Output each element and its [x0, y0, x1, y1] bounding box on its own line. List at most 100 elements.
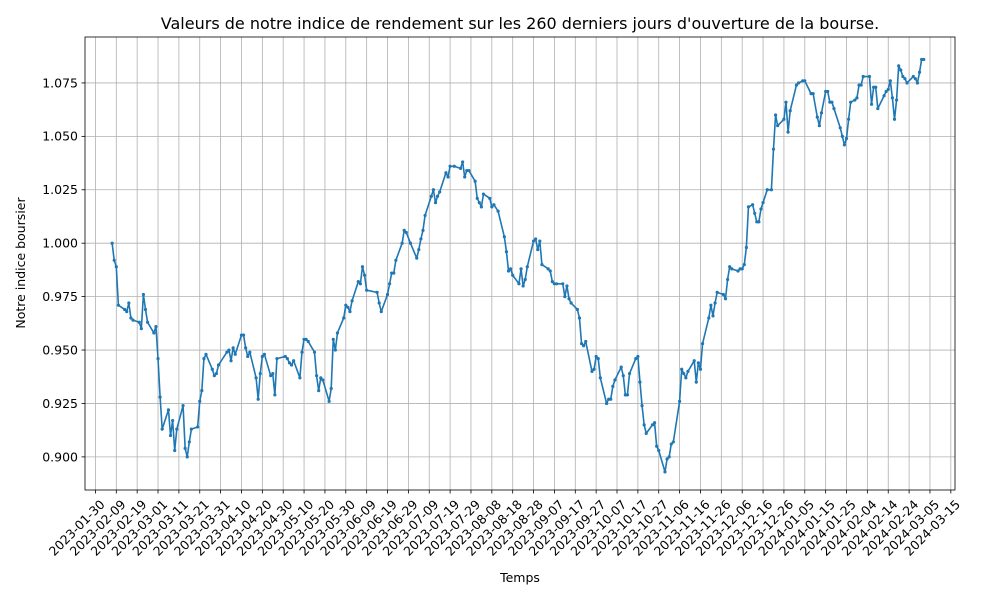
data-point: [145, 320, 150, 324]
data-point: [861, 74, 865, 79]
data-point: [725, 277, 730, 282]
data-point: [260, 354, 264, 359]
data-point: [882, 94, 886, 98]
data-point: [419, 237, 423, 241]
data-point: [246, 354, 250, 359]
data-point: [335, 331, 340, 335]
data-point: [652, 421, 657, 425]
data-point: [569, 301, 573, 305]
data-point: [388, 282, 392, 286]
data-point: [156, 356, 160, 361]
data-point: [244, 346, 248, 350]
data-point: [415, 256, 419, 260]
data-point: [254, 376, 258, 380]
data-point: [160, 427, 164, 431]
data-point: [736, 269, 740, 273]
data-point: [538, 239, 542, 243]
data-point: [306, 339, 310, 344]
data-point: [285, 356, 289, 361]
data-point: [849, 100, 853, 104]
data-point: [350, 299, 354, 303]
data-point: [444, 171, 448, 175]
data-point: [782, 117, 786, 121]
data-point: [452, 164, 456, 168]
data-point: [517, 282, 521, 286]
data-point: [473, 179, 477, 183]
data-point: [300, 350, 304, 354]
data-point: [196, 425, 200, 429]
data-point: [627, 371, 632, 376]
data-point: [740, 267, 744, 271]
data-point: [684, 376, 688, 380]
data-point: [665, 457, 669, 461]
data-point: [561, 282, 565, 286]
data-point: [671, 440, 675, 444]
data-point: [840, 134, 844, 138]
data-point: [565, 284, 569, 288]
data-point: [204, 352, 208, 356]
data-point: [273, 393, 277, 397]
x-axis-label: Temps: [499, 570, 540, 585]
chart-title: Valeurs de notre indice de rendement sur…: [161, 14, 879, 33]
data-point: [692, 359, 696, 363]
data-point: [584, 339, 588, 344]
data-point: [521, 284, 525, 288]
data-point: [492, 203, 496, 207]
data-point: [125, 309, 129, 314]
data-point: [842, 143, 847, 147]
data-point: [435, 194, 440, 198]
y-tick-label: 0.900: [42, 449, 78, 464]
data-point: [365, 288, 369, 292]
data-point: [423, 213, 427, 218]
data-point: [141, 292, 146, 297]
data-point: [200, 389, 204, 393]
data-point: [751, 203, 755, 207]
data-point: [769, 188, 774, 192]
data-point: [613, 378, 617, 382]
data-point: [429, 194, 433, 198]
data-point: [713, 301, 717, 305]
data-point: [815, 115, 819, 119]
data-point: [757, 220, 761, 224]
y-axis-label: Notre indice boursier: [13, 197, 28, 329]
data-point: [753, 211, 757, 215]
data-point: [458, 166, 463, 171]
y-tick-label: 1.025: [42, 182, 78, 197]
data-point: [903, 77, 907, 81]
data-point: [892, 117, 897, 121]
data-point: [550, 280, 554, 284]
data-point: [832, 106, 836, 111]
data-point: [392, 271, 396, 275]
data-point: [129, 316, 133, 320]
data-point: [657, 448, 661, 453]
data-point: [575, 307, 579, 312]
data-point: [525, 265, 529, 269]
data-point: [899, 68, 903, 72]
data-point: [644, 431, 648, 435]
data-point: [448, 164, 452, 168]
data-point: [329, 386, 333, 391]
data-point: [869, 102, 874, 106]
data-point: [346, 305, 350, 309]
data-point: [488, 196, 492, 200]
data-point: [154, 324, 158, 329]
data-point: [876, 106, 880, 111]
data-point: [711, 314, 715, 318]
data-point: [723, 297, 728, 301]
data-point: [319, 376, 323, 380]
data-point: [348, 309, 352, 314]
data-point: [855, 96, 859, 100]
data-point: [911, 74, 915, 79]
data-point: [604, 401, 609, 406]
data-point: [563, 295, 567, 299]
data-point: [890, 96, 895, 100]
data-point: [475, 196, 479, 200]
data-point: [884, 89, 888, 94]
data-point: [438, 190, 442, 194]
data-point: [698, 367, 703, 371]
data-point: [248, 350, 252, 354]
data-point: [269, 374, 273, 378]
data-point: [742, 262, 746, 267]
data-point: [258, 371, 262, 376]
